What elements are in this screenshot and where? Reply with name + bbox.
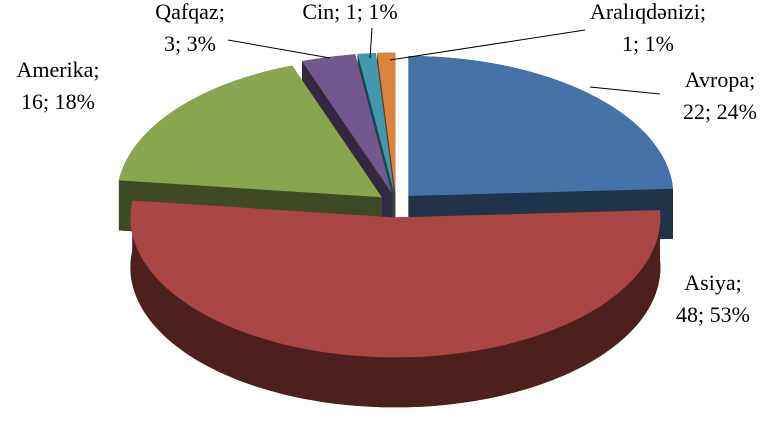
- slice: [118, 65, 382, 198]
- slice-side: [130, 200, 661, 408]
- data-label: Asiya;: [684, 270, 741, 295]
- leader-line: [369, 27, 373, 59]
- slice: [357, 53, 395, 193]
- leader-line: [389, 29, 586, 61]
- data-label: Qafqaz;: [155, 0, 225, 24]
- data-label: 3; 3%: [164, 31, 216, 56]
- pie: [118, 52, 673, 408]
- slice: [377, 52, 396, 193]
- slice: [130, 200, 661, 358]
- data-label: 22; 24%: [683, 99, 757, 124]
- slice: [408, 56, 673, 196]
- data-label: 1; 1%: [622, 31, 674, 56]
- data-label: Aralıqdənizi;: [590, 0, 706, 24]
- data-label: 16; 18%: [21, 89, 95, 114]
- data-label: Cin; 1; 1%: [302, 0, 397, 24]
- data-label: 48; 53%: [676, 302, 750, 327]
- slice: [130, 200, 661, 408]
- leader-line: [227, 39, 331, 59]
- leader-line: [589, 86, 661, 95]
- data-label: Amerika;: [16, 57, 99, 82]
- data-label: Avropa;: [685, 67, 755, 92]
- slice: [302, 54, 392, 193]
